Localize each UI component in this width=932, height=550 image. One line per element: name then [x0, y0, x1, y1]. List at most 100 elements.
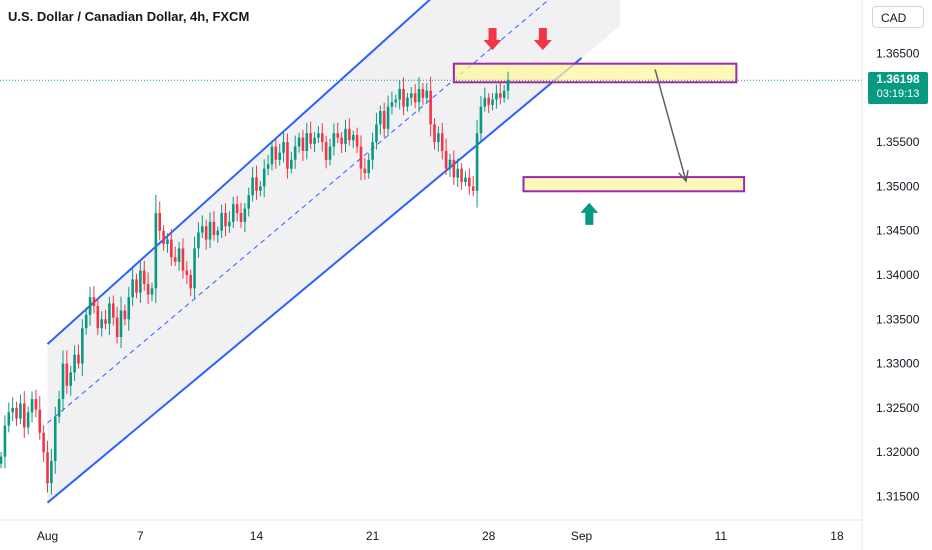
candle-body [231, 204, 235, 222]
candle-body [421, 88, 425, 98]
candle-body [278, 152, 281, 160]
candle-body [22, 403, 26, 428]
candle-body [111, 303, 115, 318]
candle-body [456, 168, 460, 178]
candle-body [61, 363, 65, 400]
candle-body [127, 297, 131, 320]
candle-body [282, 142, 285, 153]
candle-body [398, 88, 401, 100]
candle-body [204, 226, 208, 240]
price-axis[interactable]: 1.365001.360001.355001.350001.345001.340… [861, 0, 920, 550]
candle-body [212, 221, 216, 236]
candle-body [371, 142, 374, 160]
candle-body [216, 230, 220, 236]
candle-body [437, 133, 440, 143]
candle-body [394, 99, 398, 103]
price-tick-label: 1.35500 [876, 135, 920, 149]
candle-body [367, 159, 371, 174]
candle-body [336, 133, 340, 138]
candle-body [406, 97, 409, 107]
candle-body [402, 88, 405, 107]
candle-body [444, 150, 448, 169]
channel-lower-line [46, 57, 583, 504]
candle-body [3, 425, 7, 457]
candle-body [348, 128, 351, 141]
price-tick-label: 1.36500 [876, 47, 920, 61]
candle-body [208, 221, 212, 240]
resistance-zone [452, 62, 738, 84]
candle-body [173, 257, 177, 262]
candle-body [290, 159, 293, 169]
candle-body [363, 168, 367, 174]
down-arrow-icon [483, 27, 502, 50]
time-tick-label: Aug [37, 529, 58, 543]
time-tick-label: 18 [830, 529, 844, 543]
candle-body [464, 177, 467, 182]
candle-body [390, 102, 394, 107]
candle-body [247, 195, 251, 209]
candle-body [30, 399, 34, 413]
candle-body [297, 137, 301, 147]
candle-body [375, 124, 378, 143]
candle-body [73, 354, 76, 373]
candle-body [320, 133, 324, 143]
candle-body [228, 221, 231, 227]
candle-body [448, 159, 452, 169]
candle-body [34, 399, 38, 410]
candle-body [119, 310, 123, 338]
down-arrow-icon [533, 27, 552, 50]
candle-body [189, 275, 192, 289]
candle-body [53, 416, 57, 462]
candle-body [359, 146, 363, 169]
candle-body [487, 97, 490, 105]
candle-body [139, 270, 142, 293]
candle-body [7, 412, 11, 426]
candle-body [197, 232, 200, 249]
candle-body [479, 106, 483, 134]
channel-upper-line [46, 0, 431, 345]
candle-body [440, 133, 444, 151]
price-tick-label: 1.32500 [876, 401, 920, 415]
candle-body [498, 93, 502, 98]
candle-body [46, 452, 49, 484]
annotations [0, 27, 862, 225]
bar-countdown: 03:19:13 [876, 88, 920, 100]
time-tick-label: 11 [715, 529, 728, 543]
candle-body [92, 297, 96, 307]
candle-body [460, 168, 463, 182]
candle-body [324, 142, 328, 160]
candle-body [170, 239, 173, 258]
time-tick-label: 14 [250, 529, 264, 543]
candle-body [468, 177, 471, 187]
candle-body [332, 133, 336, 147]
candle-body [417, 88, 421, 103]
candle-body [135, 279, 138, 293]
candle-body [15, 407, 18, 419]
candle-body [429, 90, 432, 125]
candle-body [88, 297, 92, 315]
candle-body [38, 409, 42, 433]
up-arrow-icon [580, 202, 599, 225]
candle-body [317, 133, 320, 138]
candle-body [293, 146, 297, 160]
candle-body [142, 270, 146, 284]
candle-body [255, 177, 258, 191]
candle-body [305, 133, 309, 151]
support-zone [522, 176, 746, 193]
candle-body [262, 168, 266, 187]
price-tick-label: 1.34500 [876, 224, 920, 238]
candle-body [386, 106, 390, 129]
currency-selector[interactable]: CAD [872, 6, 924, 28]
candle-body [185, 270, 189, 275]
price-tick-label: 1.33000 [876, 357, 920, 371]
candle-body [158, 212, 162, 231]
candle-body [65, 363, 69, 386]
candle-body [328, 146, 332, 160]
candle-body [355, 135, 359, 147]
candle-body [50, 461, 53, 484]
candle-body [251, 177, 254, 196]
candle-body [259, 186, 262, 191]
price-tick-label: 1.35000 [876, 179, 920, 193]
time-axis[interactable]: Aug 7 14 21 28 Sep 11 18 [0, 519, 862, 543]
